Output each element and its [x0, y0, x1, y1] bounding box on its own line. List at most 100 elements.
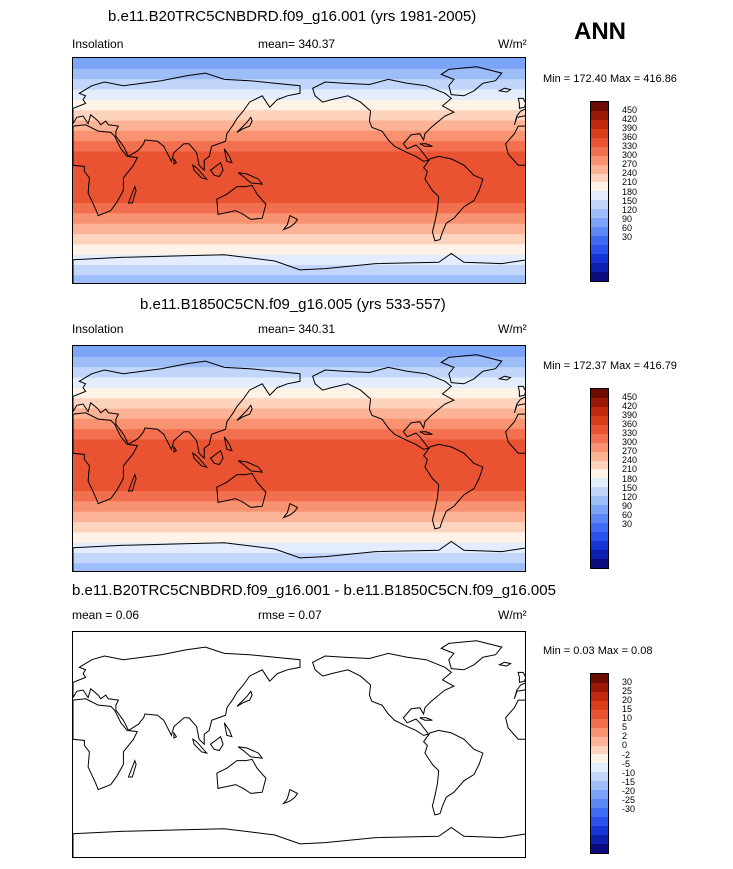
coastline-sumatra: [191, 164, 209, 180]
colorbar-swatch: [591, 834, 608, 844]
coastline-british-isles: [517, 385, 525, 398]
coastline-eurasia: [73, 360, 301, 460]
coastline-africa: [73, 124, 139, 217]
coastline-new-zealand: [282, 788, 299, 805]
colorbar-swatch: [591, 843, 608, 853]
latitude-band: [73, 531, 525, 543]
colorbar-swatch: [591, 155, 608, 165]
colorbar-swatch: [591, 460, 608, 470]
coastline-eurasia: [73, 646, 301, 746]
coastline-antarctica: [73, 826, 525, 857]
coastline-borneo: [209, 161, 224, 178]
coastline-japan: [236, 404, 253, 421]
colorbar-swatch: [591, 558, 608, 568]
coastline-new-guinea: [237, 460, 264, 473]
colorbar-swatch: [591, 496, 608, 506]
coastline-cuba: [419, 431, 433, 435]
colorbar-swatch: [591, 164, 608, 174]
panel-2-title: b.e11.B1850C5CN.f09_g16.005 (yrs 533-557…: [140, 296, 446, 313]
colorbar-swatch: [591, 397, 608, 407]
coastline-sri-lanka: [173, 157, 178, 165]
coastline-australia: [216, 758, 267, 794]
colorbar-tick-label: 30: [622, 231, 633, 242]
colorbar-tick-label: 240: [622, 168, 638, 179]
coastline-philippines: [223, 148, 233, 164]
coastline-south-america: [422, 155, 484, 242]
latitude-band: [73, 459, 525, 471]
coastline-africa-west: [505, 699, 525, 740]
colorbar-swatch: [591, 173, 608, 183]
coastline-eurasia: [73, 72, 301, 172]
latitude-band: [73, 99, 525, 111]
colorbar-tick-label: 180: [622, 186, 638, 197]
colorbar-swatch: [591, 691, 608, 701]
season-label: ANN: [574, 18, 626, 45]
colorbar-swatch: [591, 236, 608, 245]
coastline-sumatra: [191, 738, 209, 754]
latitude-band: [73, 233, 525, 245]
latitude-band: [73, 68, 525, 80]
colorbar-swatch: [591, 451, 608, 461]
panel-1-units: W/m²: [498, 37, 527, 51]
latitude-band: [73, 171, 525, 183]
coastline-cuba: [419, 717, 433, 721]
panel-2-mean: mean= 340.31: [258, 322, 336, 336]
latitude-band: [73, 490, 525, 502]
colorbar-tick-label: -25: [622, 794, 636, 805]
panel-3-title: b.e11.B20TRC5CNBDRD.f09_g16.001 - b.e11.…: [72, 582, 556, 599]
colorbar-tick-label: 360: [622, 419, 638, 430]
coastline-sumatra: [191, 452, 209, 468]
panel-2-variable: Insolation: [72, 322, 124, 336]
coastline-europe-west: [513, 682, 525, 699]
colorbar-tick-label: 120: [622, 204, 638, 215]
colorbar-tick-label: 390: [622, 123, 638, 134]
colorbar-swatch: [591, 209, 608, 219]
latitude-band: [73, 397, 525, 409]
coastline-japan: [236, 690, 253, 707]
colorbar-swatch: [591, 700, 608, 710]
coastline-iceland: [497, 661, 512, 667]
colorbar-tick-label: 390: [622, 410, 638, 421]
panel-2-colorbar: [590, 388, 609, 569]
panel-3-mean: mean = 0.06: [72, 608, 140, 622]
latitude-band: [73, 181, 525, 193]
colorbar-swatch: [591, 727, 608, 737]
coastline-madagascar: [127, 759, 137, 778]
coastline-madagascar: [127, 473, 137, 492]
colorbar-tick-label: 60: [622, 509, 633, 520]
colorbar-swatch: [591, 478, 608, 488]
colorbar-swatch: [591, 736, 608, 746]
colorbar-tick-label: -10: [622, 767, 636, 778]
colorbar-swatch: [591, 253, 608, 263]
colorbar-tick-label: 180: [622, 473, 638, 484]
coastline-philippines: [223, 722, 233, 738]
panel-1-variable: Insolation: [72, 37, 124, 51]
latitude-band: [73, 58, 525, 69]
colorbar-swatch: [591, 772, 608, 782]
colorbar-tick-label: 300: [622, 437, 638, 448]
colorbar-swatch: [591, 102, 608, 111]
coastline-cuba: [419, 143, 433, 147]
latitude-band: [73, 449, 525, 461]
coastline-africa: [73, 698, 139, 791]
coastline-australia: [216, 184, 267, 220]
panel-1-map-svg: [73, 58, 525, 283]
latitude-band: [73, 346, 525, 357]
coastline-south-america: [422, 729, 484, 816]
latitude-band: [73, 511, 525, 523]
panel-3-map-svg: [73, 640, 525, 857]
colorbar-tick-label: -30: [622, 803, 636, 814]
colorbar-tick-label: 450: [622, 105, 638, 115]
latitude-band: [73, 119, 525, 131]
colorbar-tick-label: 210: [622, 177, 638, 188]
panel-2-map-svg: [73, 346, 525, 571]
colorbar-swatch: [591, 245, 608, 254]
colorbar-tick-label: 5: [622, 722, 628, 733]
latitude-band: [73, 130, 525, 142]
colorbar-swatch: [591, 799, 608, 809]
panel-3-rmse: rmse = 0.07: [258, 608, 322, 622]
latitude-band: [73, 243, 525, 255]
latitude-band: [73, 521, 525, 533]
coastline-british-isles: [517, 97, 525, 110]
coastline-new-guinea: [237, 746, 264, 759]
